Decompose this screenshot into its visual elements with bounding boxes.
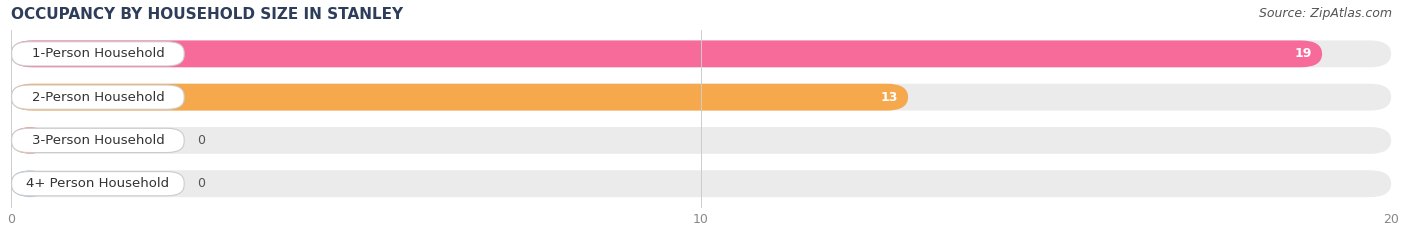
Text: Source: ZipAtlas.com: Source: ZipAtlas.com <box>1258 7 1392 20</box>
FancyBboxPatch shape <box>11 85 184 109</box>
Text: 0: 0 <box>197 134 205 147</box>
FancyBboxPatch shape <box>11 171 184 196</box>
FancyBboxPatch shape <box>11 41 1391 67</box>
Text: 0: 0 <box>197 177 205 190</box>
Text: 19: 19 <box>1295 47 1312 60</box>
FancyBboxPatch shape <box>11 42 184 66</box>
Text: OCCUPANCY BY HOUSEHOLD SIZE IN STANLEY: OCCUPANCY BY HOUSEHOLD SIZE IN STANLEY <box>11 7 404 22</box>
FancyBboxPatch shape <box>11 128 184 153</box>
FancyBboxPatch shape <box>11 127 1391 154</box>
FancyBboxPatch shape <box>11 84 908 110</box>
FancyBboxPatch shape <box>11 170 49 197</box>
Text: 1-Person Household: 1-Person Household <box>31 47 165 60</box>
Text: 13: 13 <box>880 91 897 104</box>
FancyBboxPatch shape <box>11 41 1322 67</box>
FancyBboxPatch shape <box>11 84 1391 110</box>
Text: 3-Person Household: 3-Person Household <box>31 134 165 147</box>
FancyBboxPatch shape <box>11 170 1391 197</box>
Text: 2-Person Household: 2-Person Household <box>31 91 165 104</box>
FancyBboxPatch shape <box>11 127 49 154</box>
Text: 4+ Person Household: 4+ Person Household <box>27 177 170 190</box>
